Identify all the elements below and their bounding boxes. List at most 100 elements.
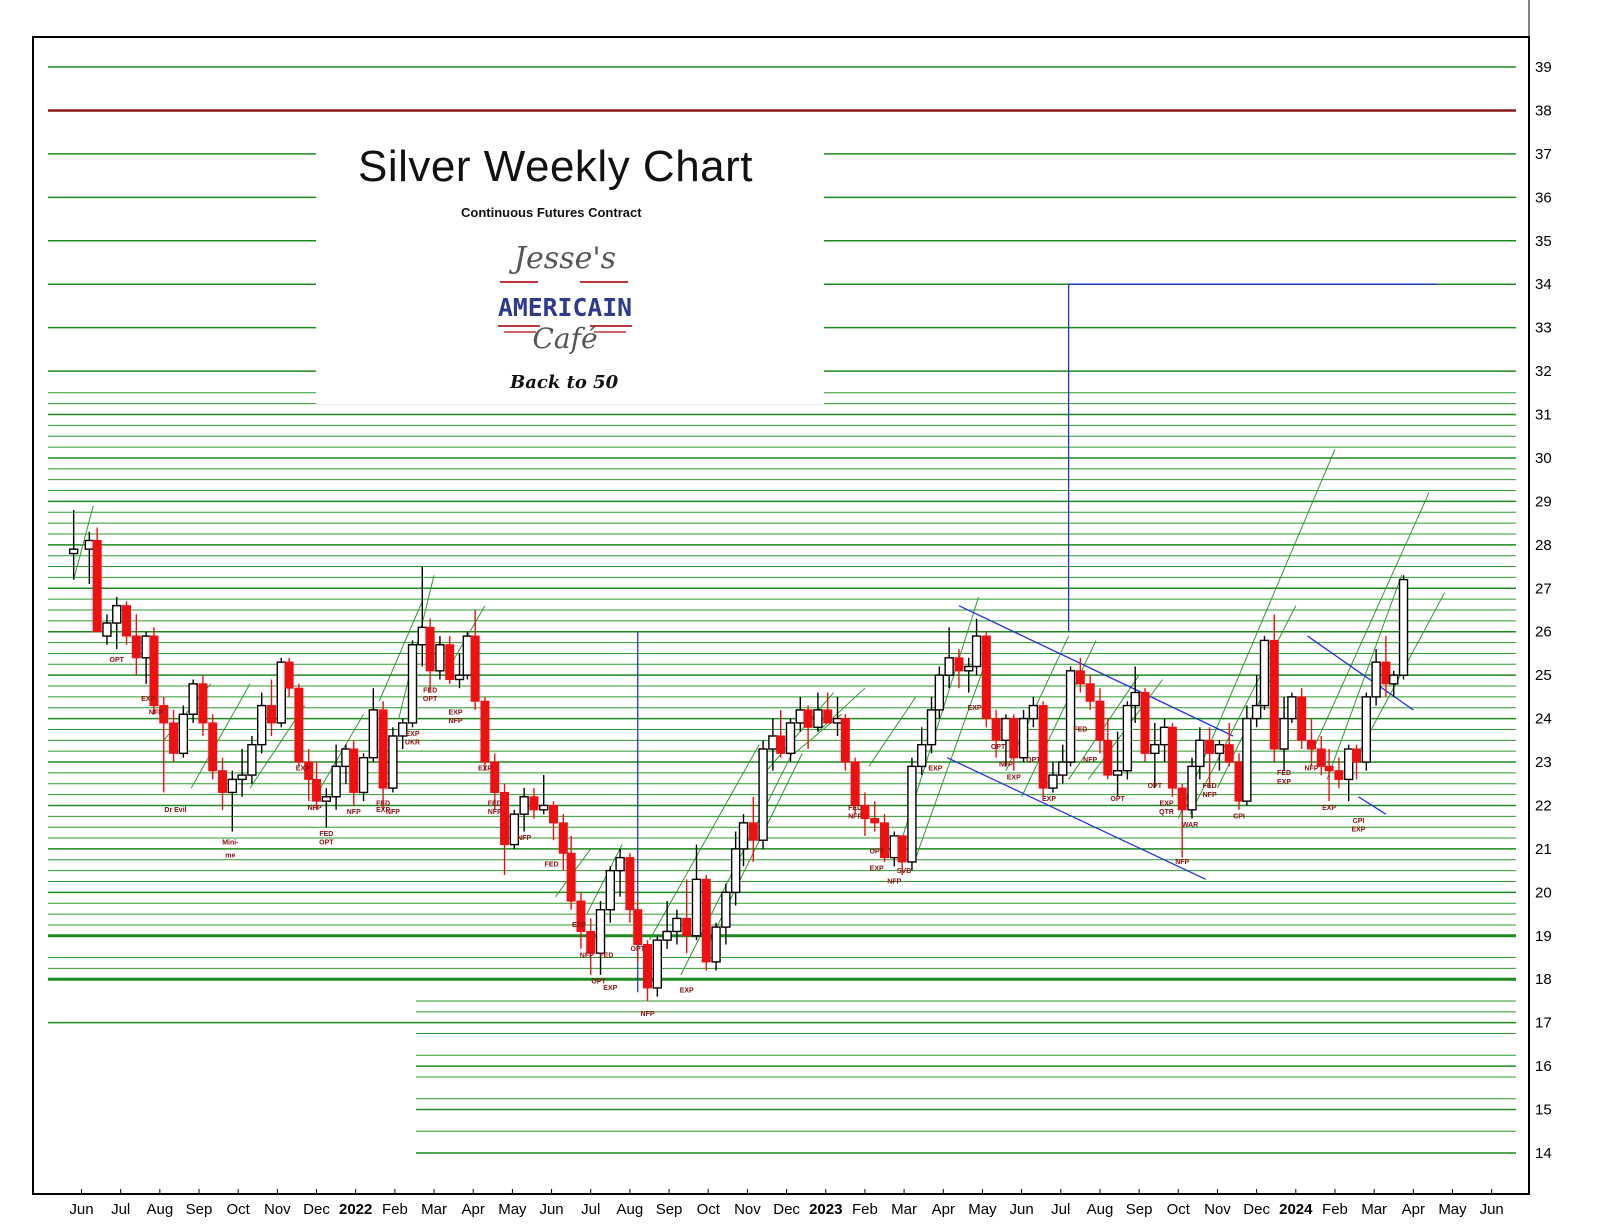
candle-body-up	[1018, 717, 1029, 759]
candle-body-up	[1195, 739, 1205, 768]
event-annotation: OPT	[319, 840, 334, 847]
candle-body-up	[926, 709, 937, 746]
event-annotation: NFP	[517, 835, 531, 842]
candle-body-up	[1287, 696, 1297, 720]
candle	[1389, 670, 1399, 697]
y-tick-label: 23	[1535, 754, 1552, 771]
candle	[870, 801, 880, 832]
candle-body-up	[462, 635, 473, 676]
candle	[633, 901, 643, 962]
candle-body-up	[112, 604, 122, 624]
candle-body-up	[1343, 748, 1354, 781]
event-annotation: FED	[848, 805, 862, 812]
event-annotation: FED	[1277, 770, 1291, 777]
candle	[1297, 688, 1307, 750]
x-tick-label: Nov	[1204, 1201, 1231, 1218]
candle-body-down	[529, 796, 539, 811]
event-annotation: NFP	[1083, 757, 1097, 764]
candle-body-up	[1279, 717, 1289, 750]
candle-body-down	[633, 909, 643, 945]
candle-body-up	[398, 722, 408, 737]
event-annotation: NFP	[1175, 859, 1189, 866]
event-annotation: EXP	[1322, 805, 1336, 812]
candle-body-down	[558, 822, 568, 854]
candle	[500, 783, 510, 875]
event-annotation: EXP	[572, 922, 586, 929]
candle-body-up	[1048, 774, 1058, 789]
candle-body-down	[870, 818, 880, 824]
candle	[1234, 753, 1244, 810]
candle	[388, 727, 398, 793]
candle-body-up	[785, 722, 796, 755]
candles	[68, 510, 1409, 1001]
channel-line	[1021, 640, 1097, 798]
candle-body-down	[208, 722, 218, 772]
y-tick-label: 26	[1535, 624, 1552, 641]
x-tick-label: May	[498, 1201, 527, 1218]
channel-line	[378, 601, 423, 702]
candle-body-up	[407, 644, 418, 724]
x-tick-label: Oct	[227, 1201, 251, 1218]
candle-body-up	[1398, 578, 1409, 676]
event-annotation: EXP	[1351, 827, 1365, 834]
y-tick-label: 38	[1535, 102, 1552, 119]
candle-body-up	[141, 635, 151, 659]
candle-body-up	[721, 891, 731, 928]
candle	[652, 935, 663, 997]
candle-body-down	[1234, 761, 1244, 802]
candle	[1381, 636, 1391, 697]
candle	[701, 874, 711, 971]
candle	[349, 740, 359, 806]
candle	[1048, 762, 1058, 793]
event-annotation: NFP	[308, 805, 322, 812]
event-annotation: FED	[1073, 727, 1087, 734]
candle-body-up	[605, 869, 616, 911]
x-tick-label: Jun	[1480, 1201, 1504, 1218]
candle-body-up	[1122, 704, 1133, 772]
event-annotation: OPT	[1110, 796, 1125, 803]
event-annotation: QTR	[1159, 809, 1174, 816]
event-annotation: NFP	[1203, 792, 1217, 799]
candle-body-up	[795, 709, 805, 724]
candle	[748, 796, 758, 862]
candle-body-up	[889, 835, 900, 859]
x-tick-label: Dec	[1243, 1201, 1270, 1218]
candle	[358, 753, 369, 802]
candle	[378, 701, 388, 810]
event-annotation: OPT	[423, 696, 438, 703]
candle-body-down	[701, 878, 711, 963]
candle-body-up	[595, 909, 606, 954]
event-annotation: SVB	[897, 868, 911, 875]
candle	[1130, 666, 1140, 723]
x-tick-label: Sep	[1126, 1201, 1153, 1218]
event-annotation: EXP	[870, 866, 884, 873]
candle-body-up	[341, 748, 351, 768]
x-tick-label: 2024	[1279, 1201, 1313, 1218]
candle-body-down	[445, 644, 455, 681]
x-tick-label: Mar	[1361, 1201, 1387, 1218]
candle	[149, 627, 159, 715]
y-tick-label: 39	[1535, 59, 1552, 76]
candle-body-up	[1187, 765, 1197, 811]
candle-body-up	[1058, 761, 1068, 776]
blue-trend-line	[946, 757, 1206, 880]
candle-body-up	[102, 622, 112, 637]
candle	[586, 918, 596, 975]
x-tick-label: Dec	[303, 1201, 330, 1218]
event-annotation: FED	[545, 861, 559, 868]
y-tick-label: 14	[1535, 1145, 1552, 1162]
candle	[840, 714, 850, 771]
event-annotation: OPT	[869, 848, 884, 855]
candle-body-down	[1297, 696, 1307, 741]
candle	[1065, 666, 1076, 767]
event-annotation: EXP	[478, 766, 492, 773]
event-annotation: EXP	[1277, 779, 1291, 786]
y-tick-label: 29	[1535, 493, 1552, 510]
event-annotation: NFP	[848, 814, 862, 821]
candle	[860, 792, 870, 836]
candle	[266, 679, 276, 736]
y-tick-label: 21	[1535, 841, 1552, 858]
candle	[435, 636, 445, 680]
candle	[907, 757, 917, 871]
candle	[208, 714, 218, 780]
